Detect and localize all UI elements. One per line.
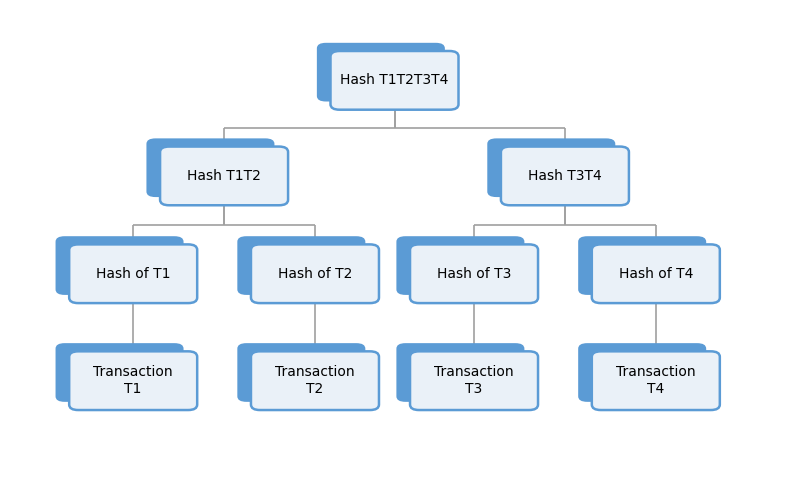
FancyBboxPatch shape — [69, 351, 197, 410]
Text: Hash T1T2T3T4: Hash T1T2T3T4 — [340, 73, 449, 87]
Text: Hash of T1: Hash of T1 — [96, 267, 170, 281]
Text: Hash of T2: Hash of T2 — [278, 267, 352, 281]
FancyBboxPatch shape — [55, 236, 184, 295]
Text: Hash T3T4: Hash T3T4 — [528, 169, 602, 183]
FancyBboxPatch shape — [237, 343, 365, 402]
FancyBboxPatch shape — [237, 236, 365, 295]
FancyBboxPatch shape — [396, 343, 525, 402]
Text: Hash T1T2: Hash T1T2 — [187, 169, 261, 183]
FancyBboxPatch shape — [501, 147, 629, 205]
Text: Transaction
T3: Transaction T3 — [434, 365, 514, 396]
FancyBboxPatch shape — [69, 244, 197, 303]
Text: Transaction
T4: Transaction T4 — [616, 365, 696, 396]
Text: Hash of T3: Hash of T3 — [437, 267, 511, 281]
FancyBboxPatch shape — [592, 351, 720, 410]
FancyBboxPatch shape — [331, 51, 458, 110]
FancyBboxPatch shape — [592, 244, 720, 303]
FancyBboxPatch shape — [160, 147, 288, 205]
FancyBboxPatch shape — [578, 236, 706, 295]
Text: Transaction
T1: Transaction T1 — [93, 365, 173, 396]
FancyBboxPatch shape — [55, 343, 184, 402]
FancyBboxPatch shape — [251, 351, 379, 410]
Text: Transaction
T2: Transaction T2 — [275, 365, 355, 396]
FancyBboxPatch shape — [396, 236, 525, 295]
FancyBboxPatch shape — [410, 244, 538, 303]
FancyBboxPatch shape — [147, 138, 275, 197]
FancyBboxPatch shape — [317, 43, 445, 102]
FancyBboxPatch shape — [251, 244, 379, 303]
FancyBboxPatch shape — [488, 138, 615, 197]
Text: Hash of T4: Hash of T4 — [619, 267, 693, 281]
FancyBboxPatch shape — [410, 351, 538, 410]
FancyBboxPatch shape — [578, 343, 706, 402]
